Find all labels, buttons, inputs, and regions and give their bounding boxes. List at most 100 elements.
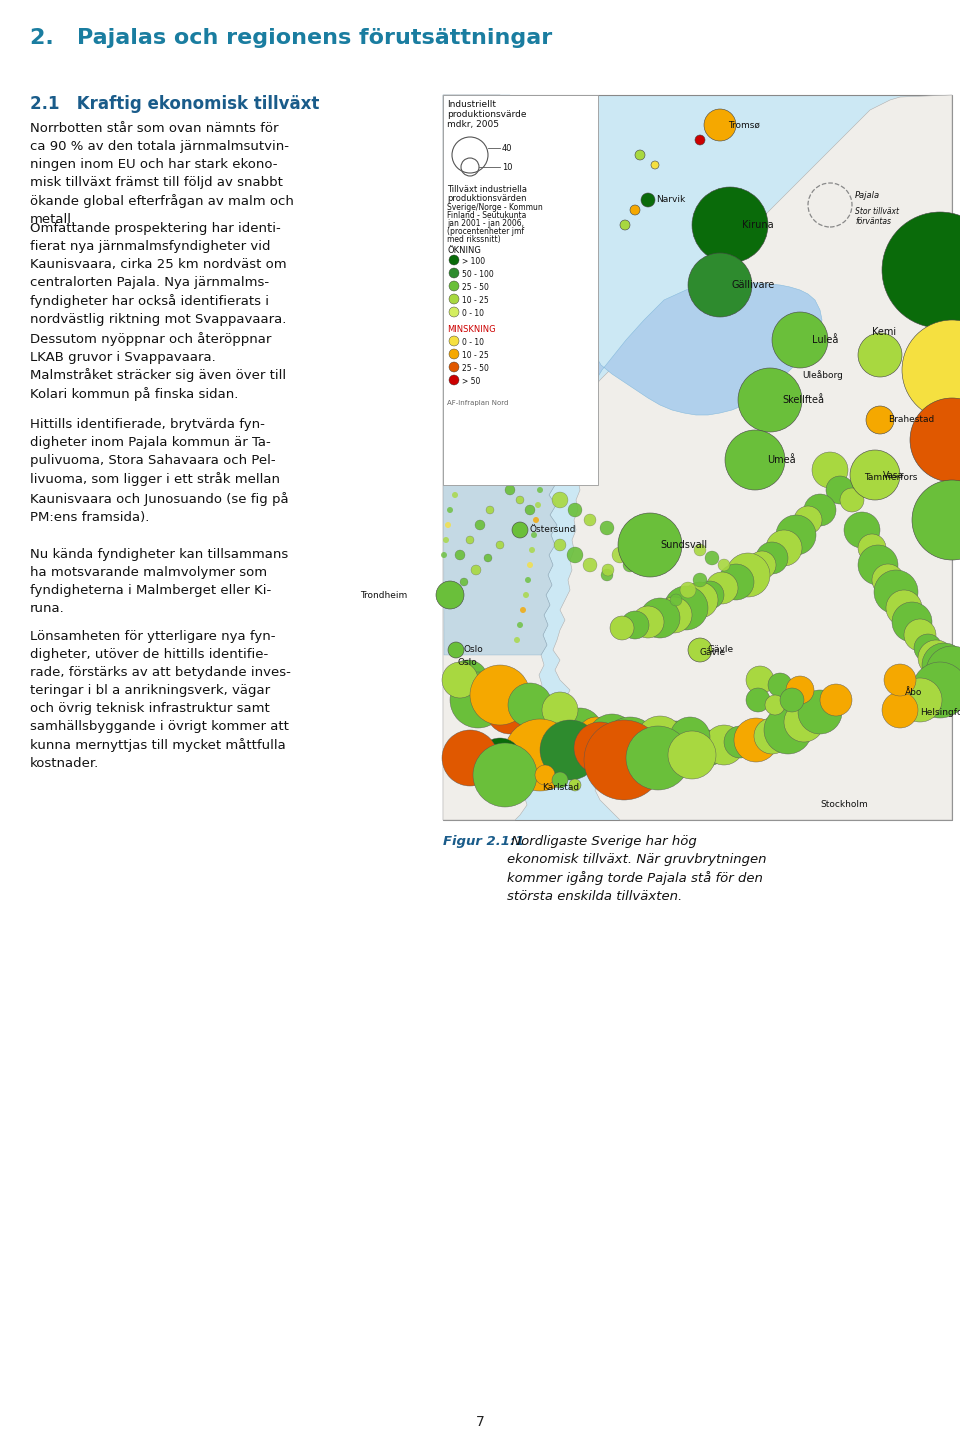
Circle shape — [724, 727, 756, 758]
Circle shape — [532, 242, 538, 248]
Circle shape — [520, 607, 526, 613]
Circle shape — [766, 530, 802, 566]
Circle shape — [449, 376, 459, 386]
Circle shape — [812, 452, 848, 488]
Circle shape — [804, 494, 836, 527]
Circle shape — [537, 486, 543, 494]
Circle shape — [551, 337, 557, 342]
Text: Stockholm: Stockholm — [820, 800, 868, 809]
Text: Oslo: Oslo — [464, 646, 484, 655]
Circle shape — [650, 721, 702, 773]
Circle shape — [768, 673, 792, 696]
Bar — [443, 95, 952, 820]
Circle shape — [441, 553, 447, 558]
Text: (procentenheter jmf: (procentenheter jmf — [447, 227, 524, 236]
Circle shape — [794, 507, 822, 534]
Circle shape — [447, 507, 453, 512]
Text: Omfattande prospektering har identi-
fierat nya järnmalmsfyndigheter vid
Kaunisv: Omfattande prospektering har identi- fie… — [30, 222, 287, 364]
Circle shape — [898, 678, 942, 722]
Circle shape — [872, 564, 904, 596]
Circle shape — [626, 727, 690, 790]
Circle shape — [584, 514, 596, 527]
Circle shape — [449, 350, 459, 358]
Circle shape — [514, 696, 550, 732]
Circle shape — [482, 682, 518, 718]
Circle shape — [505, 485, 515, 495]
Text: Umeå: Umeå — [767, 455, 796, 465]
Circle shape — [466, 535, 474, 544]
Circle shape — [608, 720, 648, 760]
Text: Nordligaste Sverige har hög
ekonomisk tillväxt. När gruvbrytningen
kommer igång : Nordligaste Sverige har hög ekonomisk ti… — [507, 835, 766, 904]
Circle shape — [449, 363, 459, 373]
Text: 2.   Pajalas och regionens förutsättningar: 2. Pajalas och regionens förutsättningar — [30, 27, 552, 47]
Circle shape — [664, 586, 708, 630]
Circle shape — [449, 255, 459, 265]
Circle shape — [688, 253, 752, 317]
Text: Malmstråket sträcker sig även över till
Kolari kommun på finska sidan.: Malmstråket sträcker sig även över till … — [30, 368, 286, 401]
Circle shape — [486, 686, 534, 734]
Text: 10 - 25: 10 - 25 — [462, 296, 489, 305]
Text: Gävle: Gävle — [700, 648, 726, 658]
Circle shape — [545, 427, 551, 433]
Circle shape — [886, 590, 922, 626]
Circle shape — [531, 532, 537, 538]
Circle shape — [706, 571, 738, 604]
Text: jan 2001 - jan 2006,: jan 2001 - jan 2006, — [447, 219, 524, 227]
Circle shape — [544, 707, 584, 745]
Circle shape — [549, 322, 555, 328]
FancyBboxPatch shape — [443, 95, 598, 485]
Circle shape — [844, 512, 880, 548]
Text: Industriellt: Industriellt — [447, 99, 496, 109]
Polygon shape — [590, 283, 822, 414]
Circle shape — [525, 295, 535, 305]
Circle shape — [780, 688, 804, 712]
Circle shape — [539, 472, 545, 478]
Text: förväntas: förväntas — [855, 217, 891, 226]
Circle shape — [554, 540, 566, 551]
Circle shape — [630, 204, 640, 214]
Circle shape — [680, 581, 696, 599]
Circle shape — [547, 412, 553, 417]
Circle shape — [696, 581, 724, 609]
Circle shape — [718, 558, 730, 571]
Circle shape — [449, 294, 459, 304]
Circle shape — [542, 692, 578, 728]
Circle shape — [600, 521, 614, 535]
Circle shape — [450, 672, 506, 728]
Text: Narvik: Narvik — [656, 196, 685, 204]
Circle shape — [569, 778, 581, 791]
Circle shape — [486, 507, 494, 514]
Circle shape — [517, 197, 523, 203]
Circle shape — [670, 717, 710, 757]
Circle shape — [553, 353, 559, 358]
Circle shape — [508, 684, 552, 727]
Circle shape — [746, 688, 770, 712]
Circle shape — [495, 471, 505, 481]
Circle shape — [521, 212, 529, 219]
Text: Norrbotten står som ovan nämnts för
ca 90 % av den totala järnmalmsutvin-
ningen: Norrbotten står som ovan nämnts för ca 9… — [30, 122, 294, 226]
Circle shape — [882, 212, 960, 328]
Circle shape — [442, 730, 498, 786]
Circle shape — [620, 220, 630, 230]
Text: Tillväxt industriella: Tillväxt industriella — [447, 186, 527, 194]
Text: Tammerfors: Tammerfors — [864, 473, 918, 482]
Circle shape — [628, 727, 660, 758]
Circle shape — [558, 708, 602, 753]
Circle shape — [512, 522, 528, 538]
Circle shape — [772, 312, 828, 368]
Circle shape — [555, 367, 561, 373]
Text: Nu kända fyndigheter kan tillsammans
ha motsvarande malmvolymer som
fyndighetern: Nu kända fyndigheter kan tillsammans ha … — [30, 548, 288, 614]
Text: Sundsvall: Sundsvall — [660, 540, 708, 550]
Text: Gävle: Gävle — [708, 646, 734, 655]
Text: Lönsamheten för ytterligare nya fyn-
digheter, utöver de hittills identifie-
rad: Lönsamheten för ytterligare nya fyn- dig… — [30, 630, 291, 770]
Circle shape — [670, 727, 714, 770]
Text: > 50: > 50 — [462, 377, 480, 386]
Circle shape — [478, 738, 522, 781]
Circle shape — [484, 554, 492, 563]
Circle shape — [764, 707, 812, 754]
Circle shape — [552, 771, 568, 789]
Circle shape — [756, 543, 788, 574]
Circle shape — [574, 722, 626, 774]
Circle shape — [692, 187, 768, 263]
Circle shape — [449, 281, 459, 291]
